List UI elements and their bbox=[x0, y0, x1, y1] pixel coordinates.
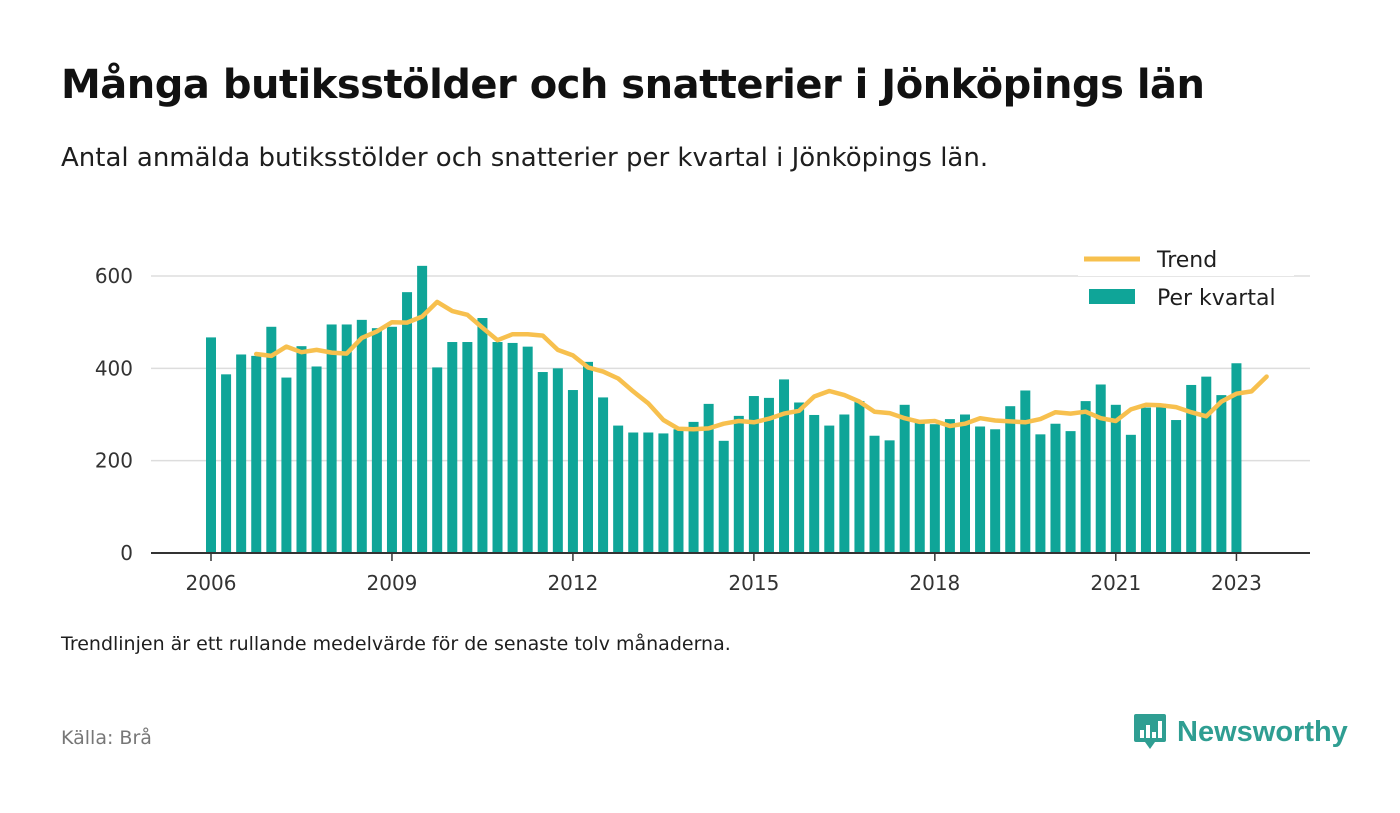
bar-per-kvartal bbox=[326, 324, 337, 553]
chart-title: Många butiksstölder och snatterier i Jön… bbox=[61, 62, 1205, 108]
bars bbox=[206, 265, 1242, 553]
chart-subtitle: Antal anmälda butiksstölder och snatteri… bbox=[61, 143, 989, 173]
bar-per-kvartal bbox=[733, 415, 744, 553]
bar-per-kvartal bbox=[402, 292, 413, 553]
bar-per-kvartal bbox=[1140, 407, 1151, 553]
bar-per-kvartal bbox=[552, 368, 563, 553]
bar-per-kvartal bbox=[417, 265, 428, 553]
bar-per-kvartal bbox=[477, 318, 488, 553]
bar-per-kvartal bbox=[341, 324, 352, 553]
bar-per-kvartal bbox=[899, 404, 910, 553]
bar-per-kvartal bbox=[763, 397, 774, 553]
bar-per-kvartal bbox=[688, 421, 699, 553]
bar-per-kvartal bbox=[251, 355, 262, 553]
bar-per-kvartal bbox=[311, 366, 322, 553]
bar-per-kvartal bbox=[718, 440, 729, 553]
bar-per-kvartal bbox=[643, 432, 654, 553]
bar-per-kvartal bbox=[914, 422, 925, 553]
bar-per-kvartal bbox=[236, 354, 247, 553]
bar-per-kvartal bbox=[1156, 403, 1167, 553]
brand-name: Newsworthy bbox=[1177, 715, 1348, 748]
y-tick-label: 200 bbox=[95, 449, 133, 473]
x-tick-label: 2021 bbox=[1090, 571, 1141, 595]
bar-per-kvartal bbox=[673, 429, 684, 553]
bar-per-kvartal bbox=[567, 390, 578, 553]
bar-per-kvartal bbox=[1171, 420, 1182, 553]
bar-per-kvartal bbox=[537, 372, 548, 553]
bar-per-kvartal bbox=[990, 429, 1001, 553]
bar-per-kvartal bbox=[809, 414, 820, 553]
bar-per-kvartal bbox=[266, 326, 277, 553]
bar-per-kvartal bbox=[598, 397, 609, 553]
bar-per-kvartal bbox=[975, 426, 986, 553]
bar-per-kvartal bbox=[960, 414, 970, 553]
bar-per-kvartal bbox=[206, 337, 216, 553]
x-tick-label: 2006 bbox=[186, 571, 237, 595]
bar-per-kvartal bbox=[1231, 363, 1242, 553]
y-tick-label: 400 bbox=[95, 356, 133, 380]
x-tick-label: 2009 bbox=[367, 571, 418, 595]
bar-per-kvartal bbox=[522, 346, 533, 553]
bar-per-kvartal bbox=[1005, 406, 1016, 553]
bar-per-kvartal bbox=[658, 433, 669, 553]
bar-per-kvartal bbox=[703, 403, 714, 553]
newsworthy-logo-icon bbox=[1134, 714, 1166, 749]
bar-per-kvartal bbox=[1065, 431, 1076, 553]
bar-per-kvartal bbox=[794, 402, 805, 553]
footnote: Trendlinjen är ett rullande medelvärde f… bbox=[61, 633, 731, 655]
bar-per-kvartal bbox=[386, 326, 397, 553]
bar-per-kvartal bbox=[839, 414, 850, 553]
bar-per-kvartal bbox=[824, 425, 835, 553]
gridlines bbox=[151, 275, 1310, 462]
bar-per-kvartal bbox=[432, 367, 443, 553]
x-tick-label: 2018 bbox=[909, 571, 960, 595]
trend-line bbox=[253, 299, 1269, 432]
bar-per-kvartal bbox=[1216, 395, 1227, 553]
legend-bar-label: Per kvartal bbox=[1157, 286, 1276, 311]
axes: 0 200 400 600 2006 2009 2012 2015 2018 2021 2023 bbox=[95, 264, 1310, 595]
bar-per-kvartal bbox=[356, 319, 367, 553]
bar-per-kvartal bbox=[492, 342, 503, 553]
bar-per-kvartal bbox=[1186, 384, 1197, 553]
x-tick-label: 2023 bbox=[1211, 571, 1262, 595]
bar-per-kvartal bbox=[1050, 423, 1061, 553]
brand-logo[interactable]: Newsworthy bbox=[1133, 712, 1348, 752]
bar-per-kvartal bbox=[462, 342, 473, 553]
bar-per-kvartal bbox=[583, 361, 593, 553]
bar-per-kvartal bbox=[1080, 401, 1091, 553]
bar-per-kvartal bbox=[1125, 434, 1136, 553]
bar-per-kvartal bbox=[854, 401, 865, 553]
y-tick-label: 0 bbox=[120, 541, 133, 565]
bar-per-kvartal bbox=[748, 396, 759, 553]
bar-per-kvartal bbox=[884, 440, 895, 553]
trend-line-layer bbox=[253, 299, 1269, 432]
bar-per-kvartal bbox=[447, 342, 458, 553]
bar-per-kvartal bbox=[1020, 390, 1031, 553]
legend-bar-swatch bbox=[1089, 289, 1135, 304]
bar-per-kvartal bbox=[869, 435, 880, 553]
bar-per-kvartal bbox=[613, 425, 624, 553]
x-tick-label: 2012 bbox=[547, 571, 598, 595]
bar-per-kvartal bbox=[1110, 404, 1121, 553]
bar-per-kvartal bbox=[1201, 376, 1212, 553]
bar-per-kvartal bbox=[944, 419, 955, 553]
bar-per-kvartal bbox=[779, 379, 790, 553]
bar-per-kvartal bbox=[929, 424, 940, 553]
legend-trend-label: Trend bbox=[1156, 248, 1217, 273]
bar-per-kvartal bbox=[281, 377, 292, 553]
bar-per-kvartal bbox=[371, 328, 382, 553]
bar-per-kvartal bbox=[507, 342, 518, 553]
y-tick-label: 600 bbox=[95, 264, 133, 288]
x-tick-label: 2015 bbox=[728, 571, 779, 595]
bar-per-kvartal bbox=[221, 374, 232, 553]
bar-per-kvartal bbox=[628, 432, 639, 553]
source-label: Källa: Brå bbox=[61, 727, 152, 749]
bar-per-kvartal bbox=[296, 346, 307, 553]
bar-per-kvartal bbox=[1035, 434, 1046, 553]
legend: Trend Per kvartal bbox=[1078, 240, 1294, 311]
bar-per-kvartal bbox=[1095, 384, 1106, 553]
